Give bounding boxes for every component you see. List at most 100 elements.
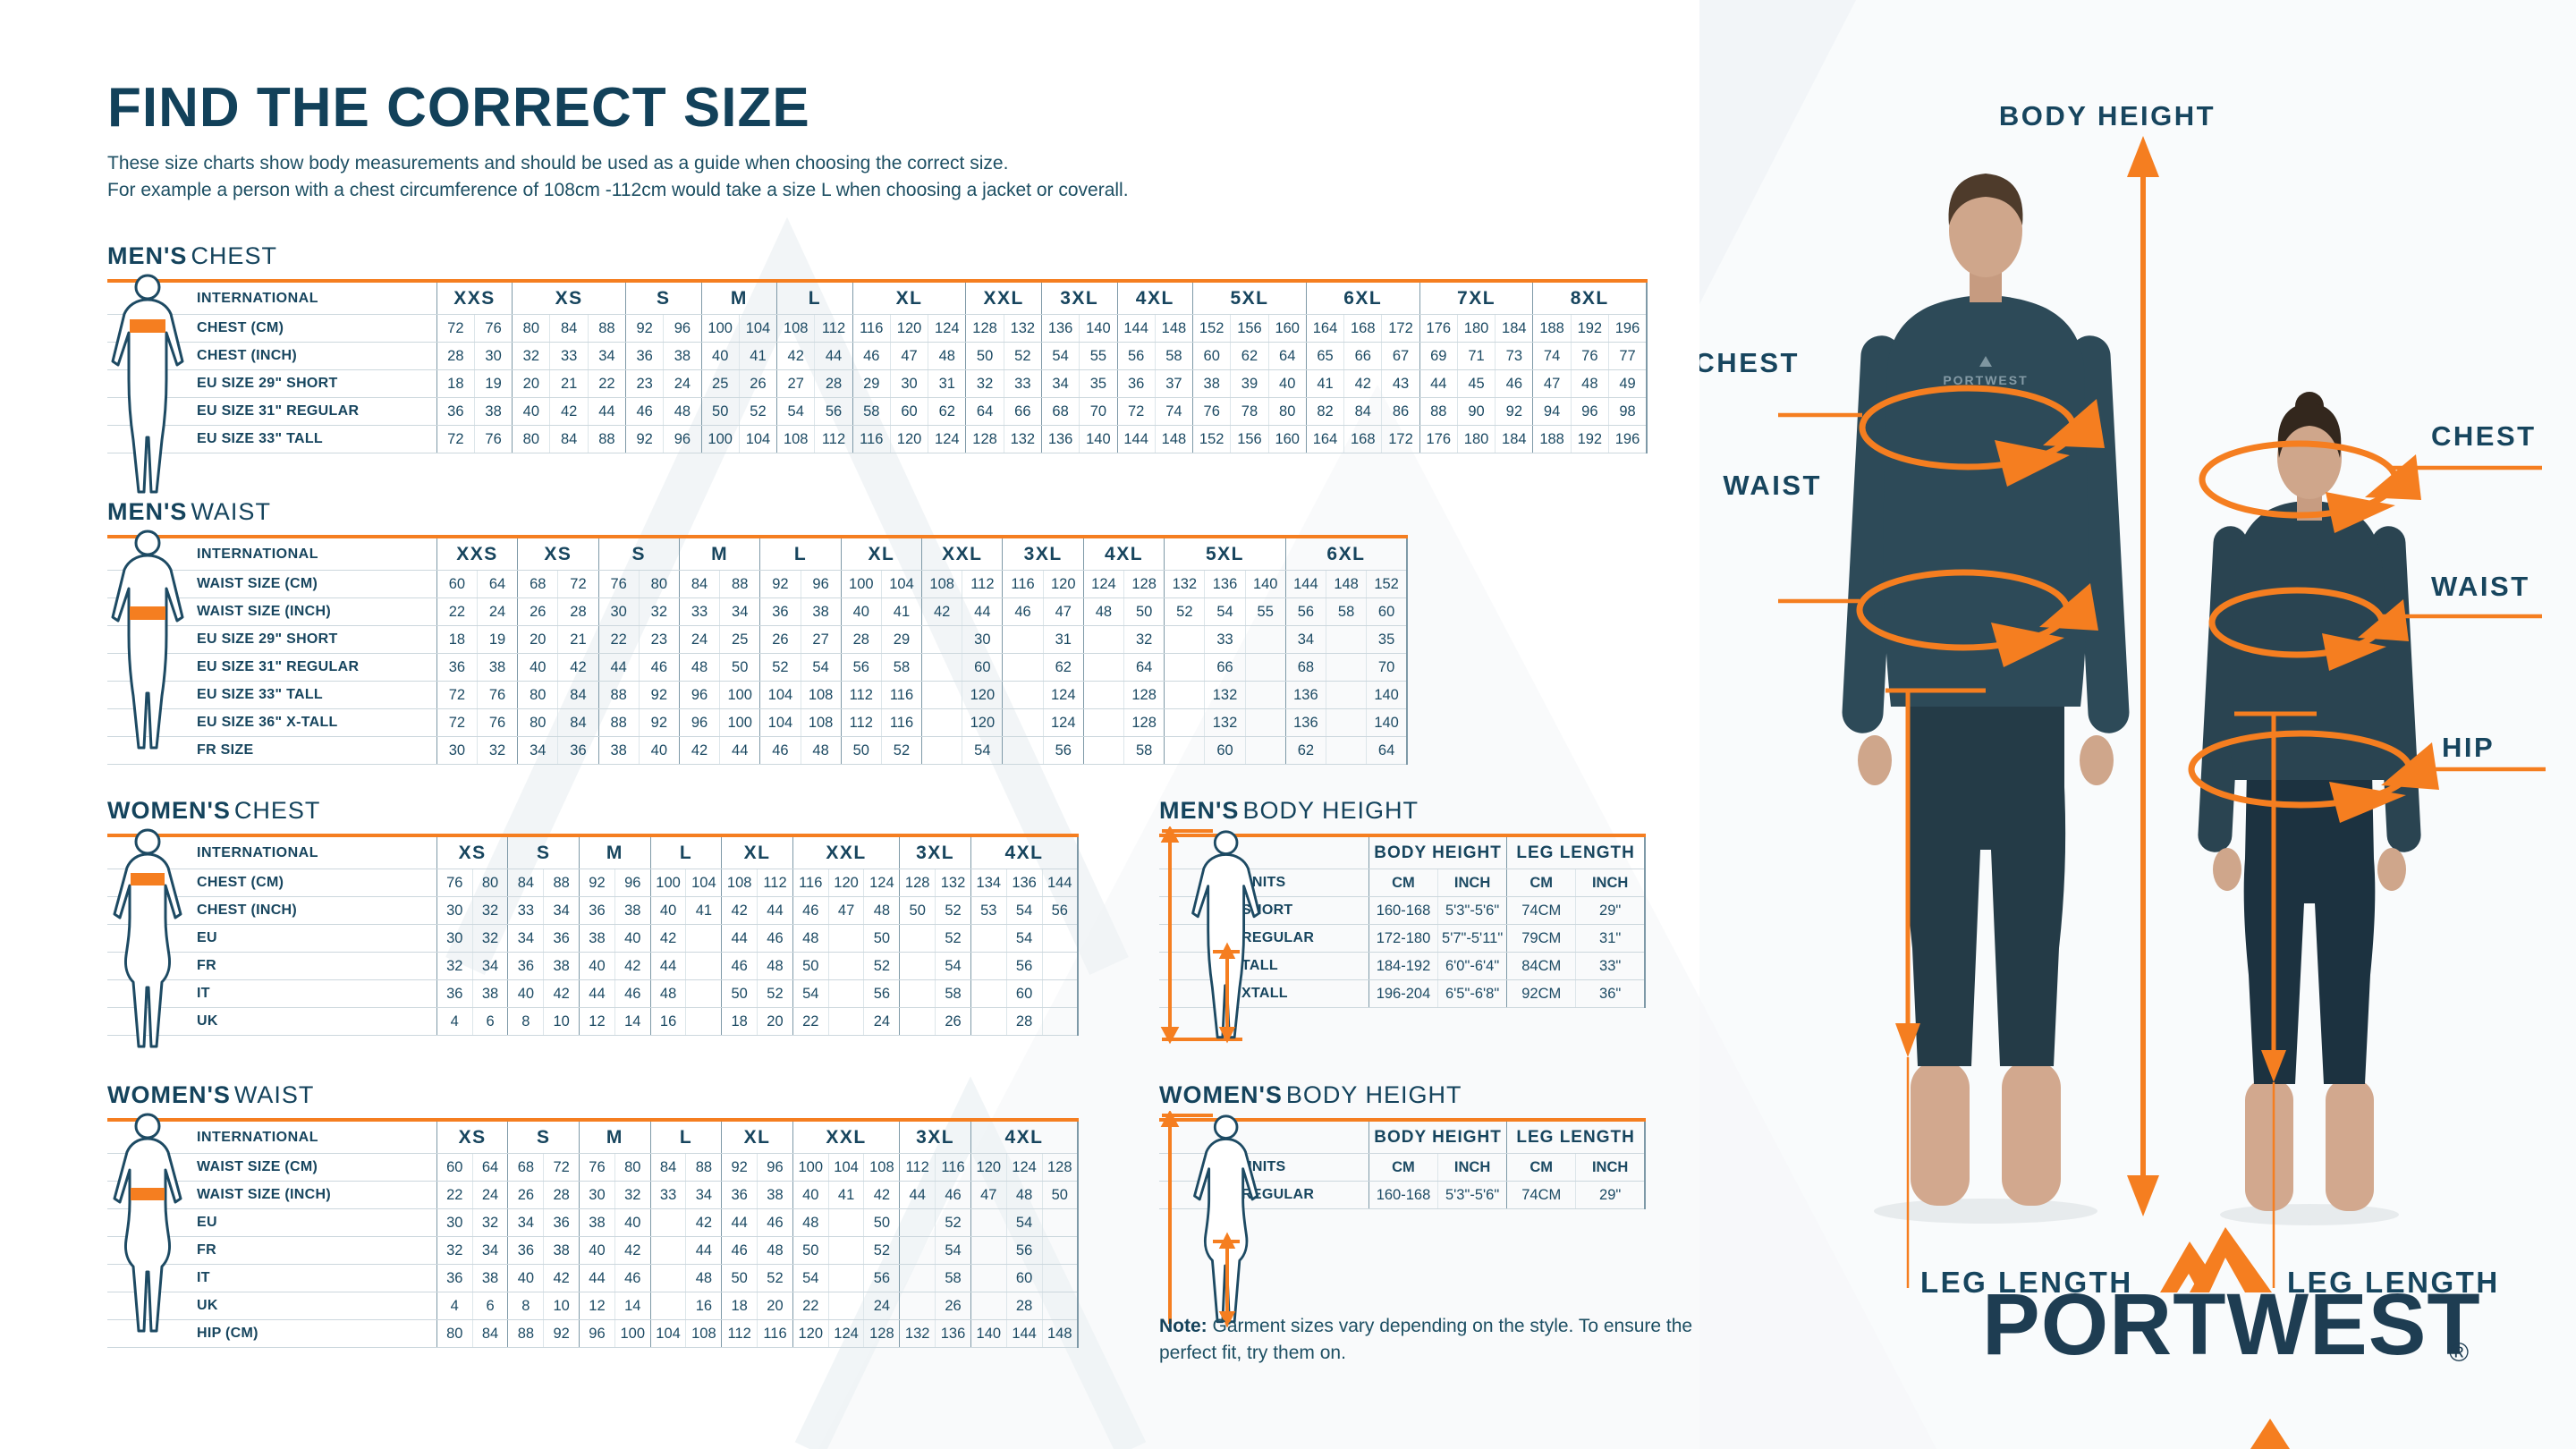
table-cell [649,1208,686,1237]
table-cell: 76 [473,314,513,343]
table-cell [1082,708,1124,737]
table-cell: 22 [436,1181,473,1209]
table-cell: 33 [549,342,589,370]
table-cell [827,924,864,953]
table-cell: 128 [863,1319,900,1348]
table-cell: 152 [1192,425,1231,453]
table-cell: 53 [970,896,1007,925]
table-cell: 28 [814,369,853,398]
table-cell: CM [1506,869,1576,897]
table-cell: 92 [1495,397,1533,426]
hip-label: HIP [2442,732,2495,763]
table-cell: 48 [1570,369,1609,398]
size-column-header: 4XL [1116,279,1193,315]
table-cell: 40 [507,1264,544,1292]
table-cell: 20 [517,625,558,654]
table-cell [899,1264,936,1292]
row-label: REGULAR [1159,1181,1369,1209]
table-cell: 44 [579,979,615,1008]
leg-length-arrow-male [1885,688,1986,1288]
table-cell: 34 [587,342,626,370]
table-row: UNITS CM INCH CM INCH [1159,869,1645,897]
table-cell: 144 [1116,425,1156,453]
table-cell [1082,625,1124,654]
table-row: EU SIZE 29" SHORT 18 19 20 21 22 23 24 25 26 27 28 2… [107,369,1647,398]
table-cell: 30 [597,597,640,626]
body-height-arrow [2127,136,2159,1216]
table-cell: 76 [579,1153,615,1182]
table-cell: 55 [1079,342,1118,370]
size-column-header: S [597,535,680,571]
table-cell: 33 [678,597,720,626]
table-cell: 156 [1230,425,1269,453]
male-hand [2080,735,2114,785]
table-cell [970,1292,1007,1320]
table-cell [1041,1208,1078,1237]
table-cell [921,653,962,682]
male-hair [1948,174,2023,225]
table-cell: 50 [1041,1181,1078,1209]
table-cell: 112 [899,1153,936,1182]
table-cell: 44 [899,1181,936,1209]
table-cell: 74CM [1506,1181,1576,1209]
table-cell: 56 [1005,952,1042,980]
table-cell: 31 [928,369,966,398]
table-cell: 104 [759,681,801,709]
table-cell: 192 [1570,314,1609,343]
table-cell: 184-192 [1368,952,1438,980]
table-cell [970,924,1007,953]
table-cell: 25 [700,369,740,398]
size-column-header: 3XL [1040,279,1118,315]
table-cell [899,924,936,953]
table-cell: 60 [436,570,478,598]
table-cell: 30 [436,924,473,953]
table-cell: 44 [962,597,1003,626]
table-cell: 8 [507,1007,544,1036]
table-cell: 62 [1284,736,1326,765]
table-cell: 92 [625,314,664,343]
table-cell: 116 [852,314,891,343]
label-column-header [1159,834,1369,869]
row-label: IT [107,1264,437,1292]
table-cell: 24 [863,1007,900,1036]
table-cell [1002,736,1044,765]
table-cell: 64 [965,397,1004,426]
row-label: FR SIZE [107,736,437,765]
table-cell: 41 [827,1181,864,1209]
table-cell: 72 [557,570,599,598]
table-cell [1041,1264,1078,1292]
size-column-header: L [776,279,853,315]
table-cell: 46 [935,1181,971,1209]
table-cell: 42 [863,1181,900,1209]
size-column-header: L [649,1118,722,1154]
table-cell: 168 [1343,314,1382,343]
table-cell: 22 [436,597,478,626]
table-cell: 42 [543,1264,580,1292]
table-cell: 40 [649,896,686,925]
table-cell: 80 [471,869,508,897]
floor-shadow [2220,1204,2399,1225]
table-cell: 48 [1005,1181,1042,1209]
row-label: WAIST SIZE (INCH) [107,1181,437,1209]
table-cell: 38 [1192,369,1231,398]
row-label: EU SIZE 29" SHORT [107,625,437,654]
intro-line: For example a person with a chest circum… [107,180,1129,200]
table-cell: 58 [852,397,891,426]
table-cell: 132 [935,869,971,897]
table-cell: 184 [1495,314,1533,343]
table-cell: 108 [776,314,815,343]
table-row: WAIST SIZE (CM) 60 64 68 72 76 80 84 88 92 96 100 10… [107,1153,1078,1182]
table-cell: 22 [792,1292,829,1320]
table-cell: 22 [792,1007,829,1036]
table-cell: 32 [1123,625,1165,654]
table-cell [827,952,864,980]
table-cell: 50 [719,653,760,682]
section-heading: WOMEN'S WAIST [107,1081,315,1108]
table-cell: 50 [1123,597,1165,626]
table-cell [1164,653,1205,682]
table-cell: 76 [476,708,518,737]
table-cell: 70 [1366,653,1407,682]
row-label: TALL [1159,952,1369,980]
table-cell: 140 [1079,314,1118,343]
table-cell: 48 [757,952,793,980]
